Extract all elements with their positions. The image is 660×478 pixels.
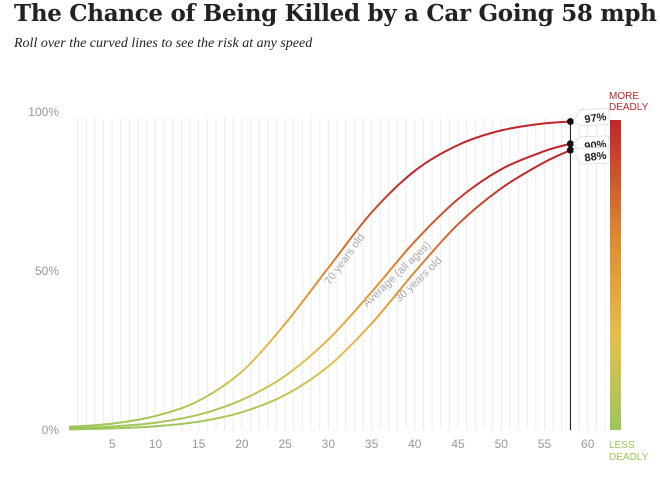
x-tick-label: 45 <box>451 437 465 451</box>
legend-less-label: LESS <box>609 440 635 451</box>
marker-dot <box>566 118 574 126</box>
x-tick-label: 5 <box>109 437 116 451</box>
value-flag-label: 88% <box>584 150 608 165</box>
x-tick-label: 25 <box>278 437 292 451</box>
legend-deadly-bottom-label: DEADLY <box>609 452 649 463</box>
x-tick-label: 50 <box>495 437 509 451</box>
marker-dot <box>566 140 574 148</box>
x-axis: 5 10 15 20 25 30 35 40 45 50 55 60 <box>109 437 595 451</box>
series-line[interactable] <box>68 142 571 430</box>
x-tick-label: 20 <box>235 437 249 451</box>
series-lines[interactable] <box>68 120 571 431</box>
y-axis: 0% 50% 100% <box>28 105 59 437</box>
series-line[interactable] <box>68 120 571 428</box>
chart-title: The Chance of Being Killed by a Car Goin… <box>14 0 657 27</box>
marker-dot <box>566 146 574 154</box>
x-tick-label: 35 <box>365 437 379 451</box>
value-flag <box>572 108 611 126</box>
x-tick-label: 30 <box>322 437 336 451</box>
chart-grid <box>77 118 606 430</box>
y-tick-label: 0% <box>42 423 60 437</box>
deadliness-legend: MORE DEADLY LESS DEADLY <box>609 91 649 463</box>
deadliness-scale-bar <box>610 120 621 430</box>
y-tick-label: 50% <box>35 264 59 278</box>
value-flag-label: 97% <box>584 111 608 126</box>
legend-more-label: MORE <box>609 91 639 102</box>
series-label: 70 years old <box>322 232 367 288</box>
speed-marker: 97%90%88% <box>566 108 611 430</box>
x-tick-label: 55 <box>538 437 552 451</box>
x-tick-label: 60 <box>581 437 595 451</box>
x-tick-label: 40 <box>408 437 422 451</box>
x-tick-label: 10 <box>149 437 163 451</box>
x-tick-label: 15 <box>192 437 206 451</box>
y-tick-label: 100% <box>28 105 59 119</box>
chart-subtitle: Roll over the curved lines to see the ri… <box>14 36 313 51</box>
legend-deadly-top-label: DEADLY <box>609 102 649 113</box>
series-line[interactable] <box>68 149 571 431</box>
value-flag <box>572 146 611 165</box>
